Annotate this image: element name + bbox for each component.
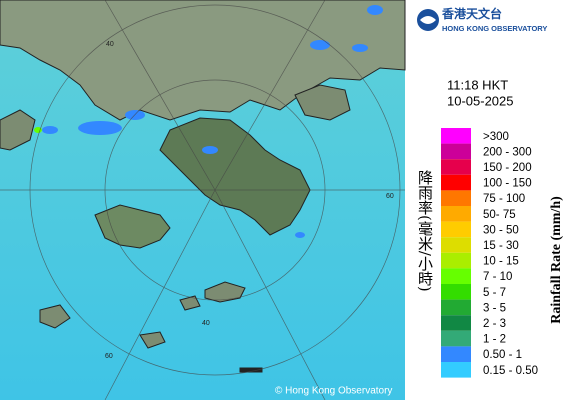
legend-swatch (441, 190, 471, 206)
legend-label: 3 - 5 (483, 302, 506, 314)
echo (295, 232, 305, 238)
ring-label: 40 (202, 320, 210, 327)
ring-label: 60 (105, 353, 113, 360)
legend-label: 30 - 50 (483, 224, 519, 236)
legend-swatch (441, 284, 471, 300)
echo (352, 44, 368, 52)
range-rings (0, 0, 405, 400)
legend-label: 10 - 15 (483, 256, 519, 268)
legend-label: 150 - 200 (483, 162, 532, 174)
legend-label: 15 - 30 (483, 240, 519, 252)
legend-label: 7 - 10 (483, 271, 512, 283)
legend-swatch (441, 299, 471, 316)
legend-swatch (441, 268, 471, 284)
echo (202, 146, 218, 154)
legend-label: 2 - 3 (483, 318, 506, 330)
echo (42, 126, 58, 134)
ring-label: 40 (106, 41, 114, 48)
legend-swatch (441, 143, 471, 160)
legend-label: 75 - 100 (483, 193, 525, 205)
legend-swatch (441, 315, 471, 331)
legend-label: >300 (483, 131, 509, 143)
legend-swatch (441, 159, 471, 175)
legend-swatch (441, 252, 471, 269)
copyright: © Hong Kong Observatory (275, 386, 392, 397)
legend-label: 5 - 7 (483, 287, 506, 299)
echo (367, 5, 383, 15)
legend-swatch (441, 206, 471, 222)
legend-swatch (441, 128, 471, 144)
legend-swatch (441, 330, 471, 347)
echo (310, 40, 330, 50)
legend-swatch (441, 346, 471, 362)
time: 11:18 HKT (447, 77, 508, 92)
legend-label: 0.15 - 0.50 (483, 365, 538, 377)
legend-swatch (441, 174, 471, 191)
ring-label: 60 (386, 193, 394, 200)
legend-label: 50- 75 (483, 209, 516, 221)
date: 10-05-2025 (447, 93, 514, 108)
legend-label: 0.50 - 1 (483, 349, 522, 361)
legend-swatch (441, 237, 471, 253)
echo (34, 127, 42, 133)
legend-label: 1 - 2 (483, 334, 506, 346)
echo (78, 121, 122, 135)
legend: >300 200 - 300 150 - 200 100 - 150 75 - 100 5… (441, 128, 538, 378)
legend-swatch (441, 221, 471, 238)
legend-swatch (441, 362, 471, 378)
legend-title-english: Rainfall Rate (mm/h) (549, 196, 564, 324)
land (0, 0, 406, 373)
legend-label: 100 - 150 (483, 178, 532, 190)
org-chinese: 香港天文台 (441, 6, 502, 21)
org-english: HONG KONG OBSERVATORY (442, 24, 547, 33)
legend-label: 200 - 300 (483, 146, 532, 158)
legend-title-chinese: 降雨率(毫米/小時) (416, 170, 434, 292)
